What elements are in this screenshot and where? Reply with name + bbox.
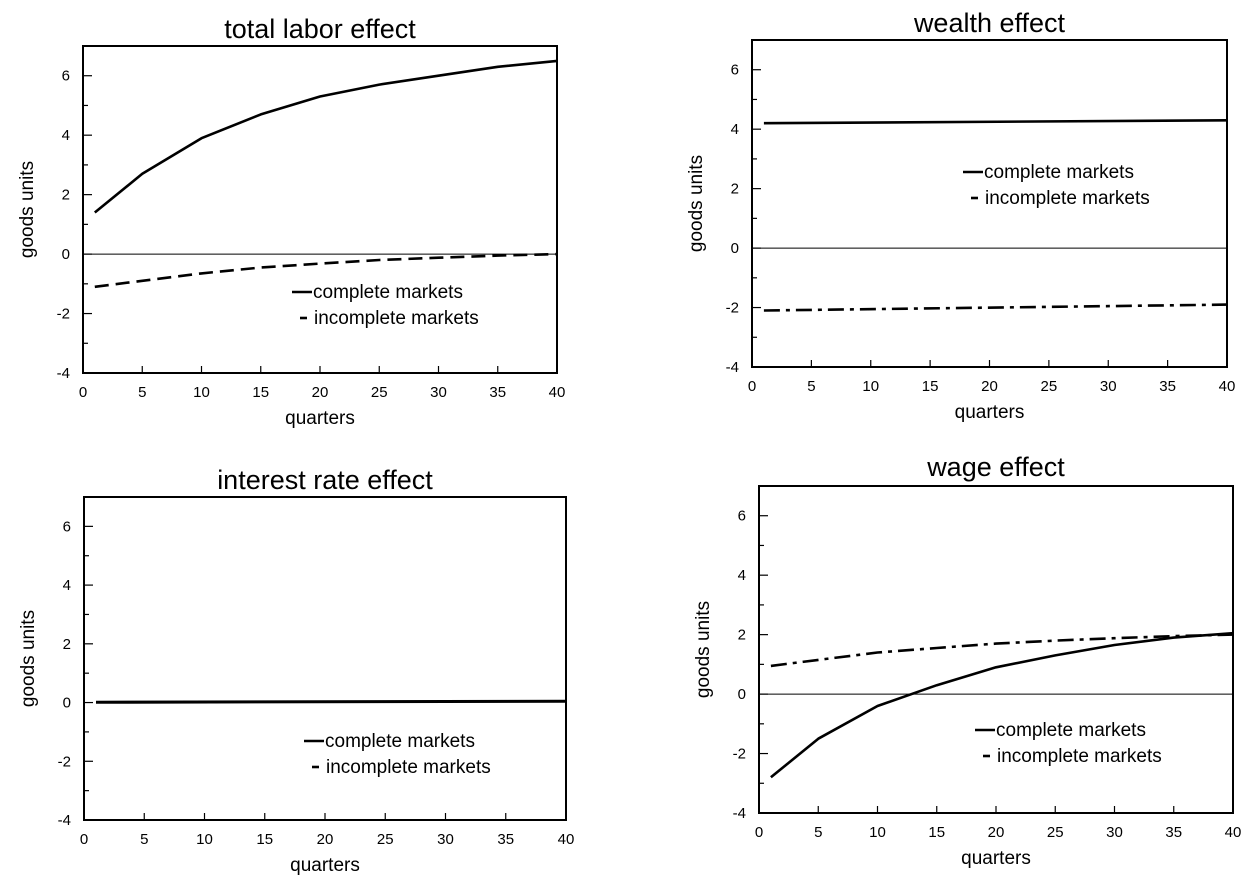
x-axis-label: quarters [285,408,355,429]
legend-label-incomplete-markets: incomplete markets [326,757,491,778]
legend: complete markets incomplete markets [963,162,1150,209]
x-axis-label: quarters [955,402,1025,423]
chart-title: wage effect [926,452,1065,482]
y-tick-label: 6 [731,62,739,79]
chart-title: wealth effect [913,8,1066,38]
x-tick-label: 0 [755,824,763,841]
y-tick-label: 2 [63,636,71,653]
y-axis-label: goods units [17,161,38,258]
y-tick-label: -2 [57,306,70,323]
x-tick-label: 35 [489,384,506,401]
y-tick-label: -2 [726,300,739,317]
x-tick-label: 30 [1100,378,1117,395]
y-axis-label: goods units [18,610,39,707]
plot-frame [83,496,567,821]
x-tick-label: 15 [256,831,273,848]
x-tick-label: 0 [748,378,756,395]
series-line-incomplete-markets [94,252,558,289]
x-tick-label: 0 [79,384,87,401]
y-tick-label: -4 [57,365,70,382]
y-tick-label: 2 [731,181,739,198]
x-tick-label: 40 [558,831,575,848]
y-tick-label: -4 [733,805,746,822]
y-axis-label: goods units [693,601,714,698]
chart-panel-4: wage effect -4 -2 0 2 4 6 0 5 10 15 20 25 30 35 40 quart… [693,452,1241,869]
series-line-complete-markets [93,59,558,214]
legend-label-complete-markets: complete markets [313,282,463,303]
chart-panel-2: wealth effect -4 -2 0 2 4 6 0 5 10 15 20 25 30 35 40 qua… [686,8,1235,423]
x-tick-label: 20 [317,831,334,848]
legend: complete markets incomplete markets [304,731,491,778]
x-tick-label: 35 [1165,824,1182,841]
y-tick-label: 6 [63,518,71,535]
x-axis-label: quarters [290,855,360,876]
legend: complete markets incomplete markets [975,720,1162,767]
plot-frame [758,485,1234,814]
x-tick-label: 10 [869,824,886,841]
chart-panel-3: interest rate effect -4 -2 0 2 4 6 0 5 10 15 20 25 30… [18,465,574,876]
x-tick-label: 20 [988,824,1005,841]
x-tick-label: 5 [140,831,148,848]
y-tick-label: 0 [731,240,739,257]
x-tick-label: 35 [497,831,514,848]
x-tick-label: 5 [814,824,822,841]
chart-panel-1: total labor effect -4 -2 0 2 4 6 0 5 10 15 20 25 30 35… [17,14,565,429]
x-tick-label: 30 [437,831,454,848]
y-tick-label: 4 [731,121,739,138]
x-tick-label: 25 [1041,378,1058,395]
x-tick-label: 15 [928,824,945,841]
legend-label-incomplete-markets: incomplete markets [997,746,1162,767]
x-tick-label: 20 [981,378,998,395]
x-tick-label: 40 [549,384,566,401]
legend-label-complete-markets: complete markets [996,720,1146,741]
y-tick-label: -4 [726,359,739,376]
y-tick-label: 6 [62,68,70,85]
x-tick-label: 30 [1106,824,1123,841]
series-line-incomplete-markets [770,633,1234,668]
x-tick-label: 10 [196,831,213,848]
series-line-complete-markets [770,631,1234,779]
y-tick-label: 2 [62,187,70,204]
x-tick-label: 25 [1047,824,1064,841]
series-line-incomplete-markets [95,700,567,704]
legend: complete markets incomplete markets [292,282,479,329]
x-tick-label: 35 [1159,378,1176,395]
y-tick-label: 4 [62,127,70,144]
x-tick-label: 0 [80,831,88,848]
y-tick-label: 2 [738,627,746,644]
y-tick-label: -4 [58,812,71,829]
legend-label-complete-markets: complete markets [984,162,1134,183]
y-tick-label: 0 [62,246,70,263]
x-tick-label: 5 [807,378,815,395]
legend-label-incomplete-markets: incomplete markets [314,308,479,329]
x-tick-label: 15 [252,384,269,401]
series-line-incomplete-markets [763,303,1228,312]
x-tick-label: 10 [193,384,210,401]
y-tick-label: 6 [738,508,746,525]
x-tick-label: 5 [138,384,146,401]
y-tick-label: 0 [738,686,746,703]
legend-label-complete-markets: complete markets [325,731,475,752]
y-tick-label: 4 [738,567,746,584]
x-tick-label: 30 [430,384,447,401]
x-tick-label: 40 [1219,378,1236,395]
chart-title: total labor effect [224,14,416,44]
x-tick-label: 20 [312,384,329,401]
x-axis-label: quarters [961,848,1031,869]
x-tick-label: 10 [862,378,879,395]
x-tick-label: 25 [377,831,394,848]
series-line-complete-markets [763,119,1228,125]
x-tick-label: 15 [922,378,939,395]
y-tick-label: 0 [63,695,71,712]
x-tick-label: 40 [1225,824,1242,841]
y-tick-label: -2 [58,753,71,770]
y-tick-label: 4 [63,577,71,594]
y-axis-label: goods units [686,155,707,252]
y-tick-label: -2 [733,746,746,763]
legend-label-incomplete-markets: incomplete markets [985,188,1150,209]
x-tick-label: 25 [371,384,388,401]
chart-title: interest rate effect [217,465,433,495]
